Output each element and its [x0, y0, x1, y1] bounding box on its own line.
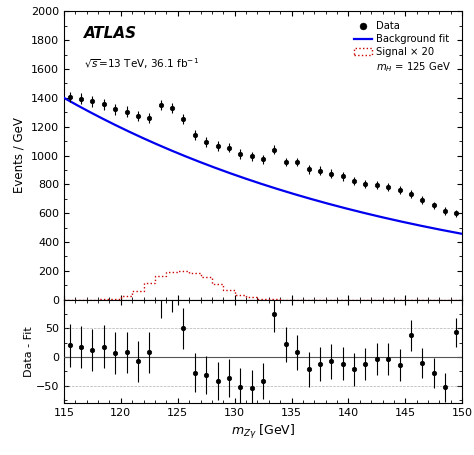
X-axis label: $m_{Z\gamma}$ [GeV]: $m_{Z\gamma}$ [GeV]: [231, 423, 295, 441]
Background fit: [277, 187, 283, 192]
Background fit: [450, 229, 456, 235]
Y-axis label: Data - Fit: Data - Fit: [24, 326, 34, 377]
Background fit: [253, 179, 258, 185]
Background fit: [387, 217, 393, 222]
Background fit: [459, 231, 465, 237]
Line: Background fit: Background fit: [64, 98, 462, 234]
Background fit: [61, 95, 67, 101]
Background fit: [298, 193, 304, 199]
Background fit: [250, 178, 256, 184]
Legend: Data, Background fit, Signal × 20, $m_H$ = 125 GeV: Data, Background fit, Signal × 20, $m_H$…: [352, 19, 453, 76]
Text: ATLAS: ATLAS: [84, 26, 137, 41]
Text: $\sqrt{s}$=13 TeV, 36.1 fb$^{-1}$: $\sqrt{s}$=13 TeV, 36.1 fb$^{-1}$: [84, 56, 199, 71]
Y-axis label: Events / GeV: Events / GeV: [12, 117, 26, 193]
